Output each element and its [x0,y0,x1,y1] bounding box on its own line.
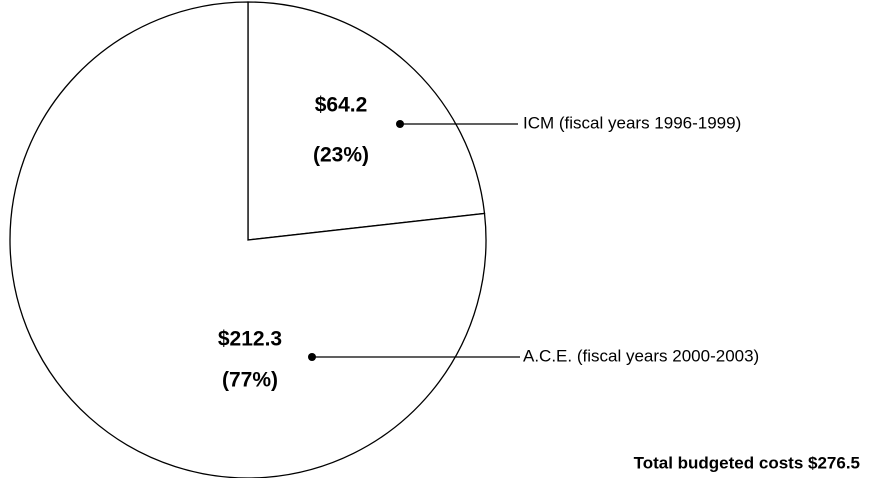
value-label: $64.2 [315,94,368,117]
share-label: (77%) [222,369,278,392]
legend-label: A.C.E. (fiscal years 2000-2003) [523,346,759,365]
total-label: Total budgeted costs $276.5 [634,453,860,472]
pie [9,1,487,478]
labels: $64.2 (23%) ICM (fiscal years 1996-1999) $2… [218,94,759,392]
share-label: (23%) [313,144,369,167]
slice [9,1,487,478]
slice [247,1,486,241]
value-label: $212.3 [218,328,282,351]
legend-label: ICM (fiscal years 1996-1999) [523,113,741,132]
